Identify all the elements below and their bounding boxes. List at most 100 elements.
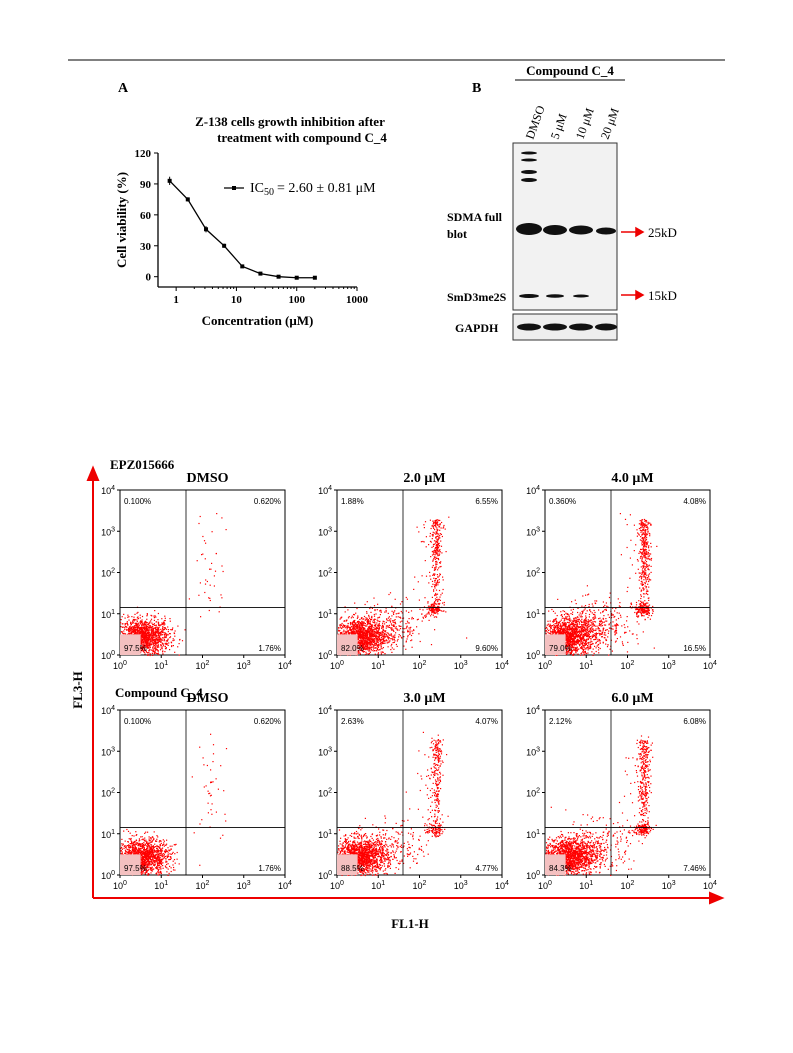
event-dot: [562, 630, 564, 632]
event-dot: [385, 627, 387, 629]
event-dot: [357, 635, 359, 638]
event-dot: [407, 634, 409, 637]
event-dot: [391, 651, 393, 653]
event-dot: [364, 619, 366, 621]
event-dot: [370, 611, 372, 613]
events: [545, 513, 658, 656]
event-dot: [371, 635, 373, 637]
event-dot: [391, 624, 393, 626]
event-dot: [556, 628, 558, 630]
event-dot: [369, 618, 372, 621]
event-dot: [406, 620, 409, 622]
event-dot: [566, 635, 568, 638]
event-dot: [153, 645, 156, 647]
event-dot: [432, 614, 434, 616]
event-dot: [565, 645, 567, 648]
event-dot: [352, 616, 354, 619]
event-dot: [165, 635, 168, 637]
event-dot: [434, 552, 436, 554]
event-dot: [434, 581, 436, 583]
event-dot: [174, 630, 176, 632]
event-dot: [131, 616, 133, 618]
tick-exp: 2: [328, 568, 332, 575]
event-dot: [554, 630, 556, 632]
event-dot: [216, 513, 218, 515]
event-dot: [578, 648, 580, 650]
event-dot: [139, 622, 141, 624]
event-dot: [557, 625, 559, 627]
event-dot: [439, 562, 441, 564]
event-dot: [161, 618, 163, 620]
event-dot: [162, 630, 164, 632]
event-dot: [563, 620, 565, 622]
event-dot: [433, 609, 435, 611]
event-dot: [572, 649, 574, 651]
event-dot: [359, 653, 361, 655]
event-dot: [438, 542, 440, 544]
event-dot: [385, 636, 387, 638]
y-tick-label: 102: [101, 568, 115, 579]
event-dot: [434, 558, 436, 560]
event-dot: [391, 635, 393, 637]
event-dot: [166, 633, 168, 635]
event-dot: [362, 629, 364, 631]
event-dot: [566, 616, 568, 618]
tick-exp: 4: [288, 660, 292, 667]
event-dot: [146, 638, 148, 641]
event-dot: [362, 630, 364, 632]
event-dot: [376, 630, 378, 632]
event-dot: [367, 644, 369, 646]
event-dot: [435, 532, 437, 534]
event-dot: [368, 629, 370, 631]
event-dot: [154, 642, 156, 644]
event-dot: [556, 633, 558, 635]
event-dot: [378, 649, 380, 651]
event-dot: [377, 629, 379, 632]
chart-title: Z-138 cells growth inhibition after: [195, 114, 385, 129]
event-dot: [148, 635, 150, 637]
event-dot: [437, 599, 439, 601]
event-dot: [375, 626, 377, 628]
event-dot: [156, 630, 159, 632]
event-dot: [564, 623, 566, 625]
event-dot: [393, 622, 395, 624]
event-dot: [355, 629, 357, 632]
event-dot: [171, 628, 173, 630]
event-dot: [382, 629, 384, 631]
event-dot: [388, 641, 390, 643]
event-dot: [352, 625, 355, 627]
blot-header: Compound C_4: [526, 63, 614, 78]
event-dot: [356, 607, 358, 610]
event-dot: [389, 620, 391, 622]
event-dot: [437, 582, 439, 584]
event-dot: [155, 629, 157, 631]
event-dot: [553, 631, 556, 633]
event-dot: [576, 626, 578, 628]
event-dot: [366, 639, 368, 641]
event-dot: [439, 573, 441, 575]
event-dot: [160, 641, 162, 643]
tick-base: 10: [101, 569, 111, 579]
event-dot: [173, 632, 176, 635]
event-dot: [376, 648, 378, 650]
event-dot: [140, 642, 142, 644]
event-dot: [418, 599, 420, 601]
event-dot: [363, 640, 366, 642]
event-dot: [580, 647, 582, 649]
event-dot: [614, 633, 616, 635]
event-dot: [164, 617, 166, 619]
event-dot: [131, 629, 133, 631]
event-dot: [434, 522, 436, 524]
event-dot: [435, 585, 437, 587]
event-dot: [147, 646, 149, 648]
event-dot: [573, 632, 575, 634]
event-dot: [559, 620, 561, 622]
event-dot: [403, 631, 405, 633]
event-dot: [168, 642, 170, 644]
event-dot: [571, 627, 573, 630]
event-dot: [151, 628, 153, 630]
event-dot: [370, 639, 372, 641]
event-dot: [432, 603, 434, 606]
event-dot: [353, 633, 355, 635]
event-dot: [563, 629, 565, 631]
